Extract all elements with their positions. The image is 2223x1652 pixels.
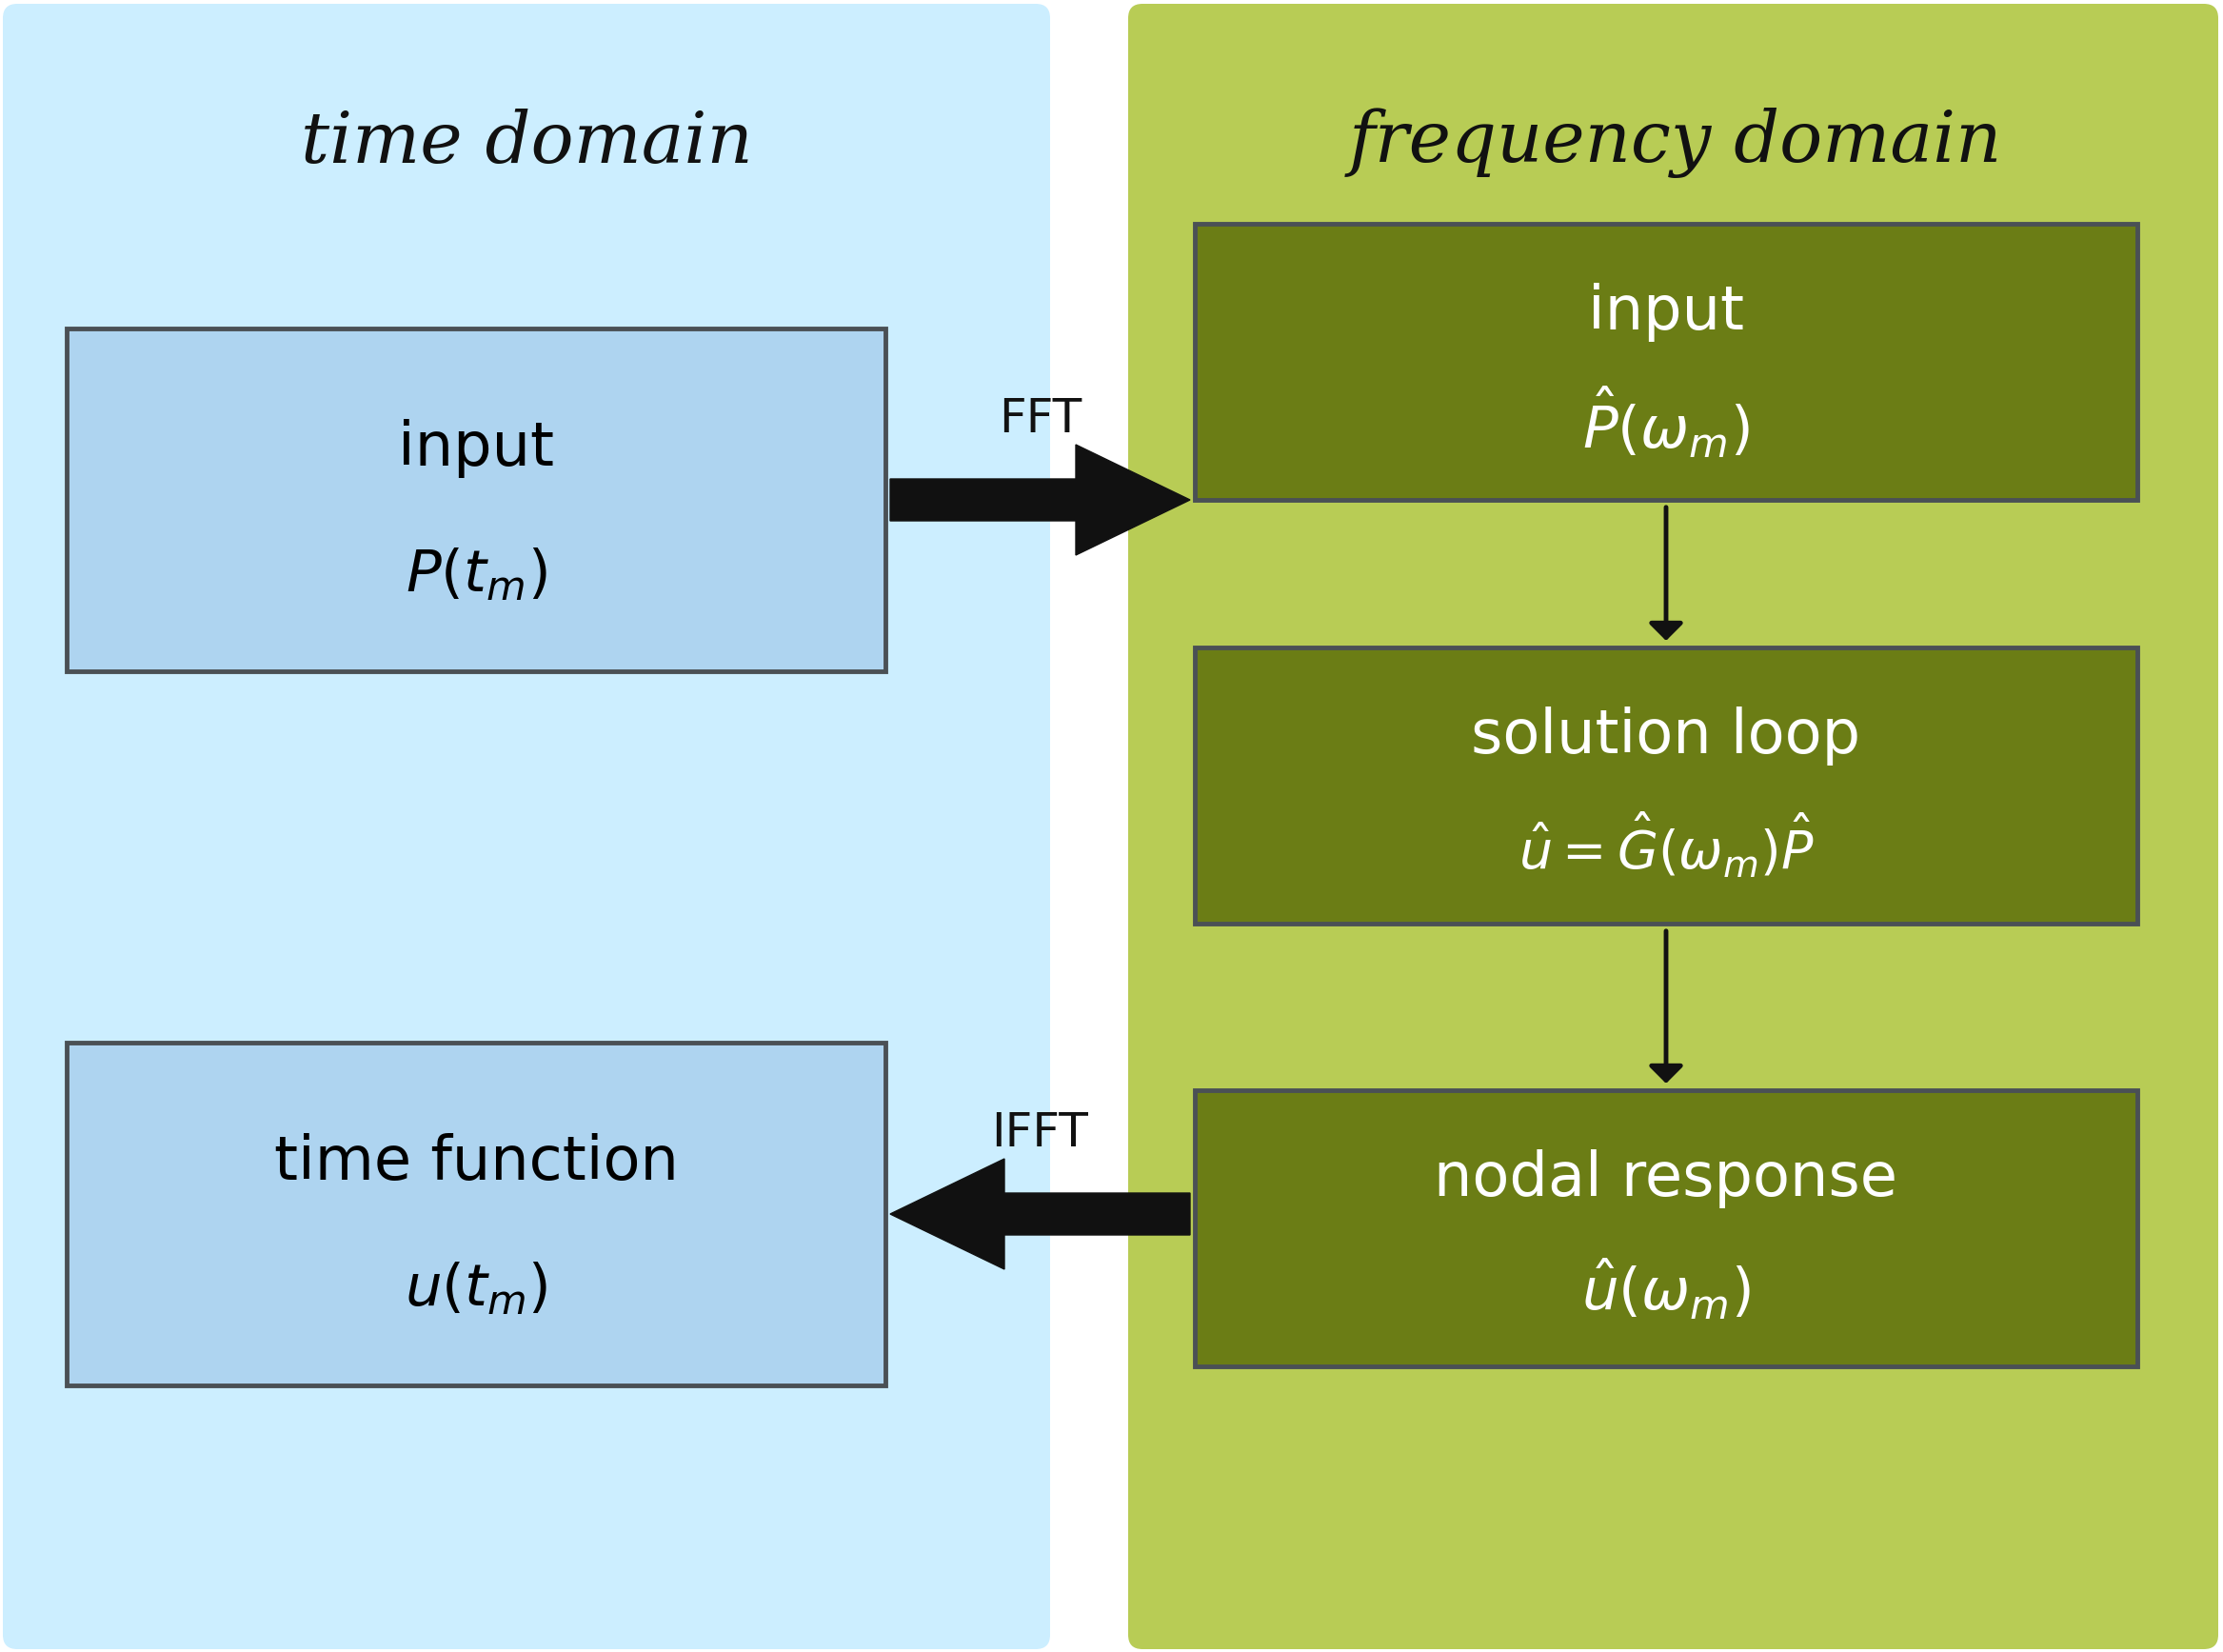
FancyBboxPatch shape — [67, 1042, 885, 1386]
Text: nodal response: nodal response — [1434, 1150, 1898, 1208]
Text: FFT: FFT — [998, 396, 1083, 441]
FancyBboxPatch shape — [2, 3, 1049, 1649]
Text: IFFT: IFFT — [991, 1110, 1089, 1156]
Text: time function: time function — [273, 1133, 678, 1193]
Text: input: input — [1587, 282, 1745, 342]
Text: $u(t_m)$: $u(t_m)$ — [405, 1260, 547, 1318]
FancyBboxPatch shape — [67, 329, 885, 671]
Text: time domain: time domain — [300, 109, 751, 177]
FancyBboxPatch shape — [1194, 1090, 2136, 1366]
FancyBboxPatch shape — [1194, 223, 2136, 501]
Text: input: input — [398, 420, 554, 477]
FancyBboxPatch shape — [1127, 3, 2219, 1649]
Text: $P(t_m)$: $P(t_m)$ — [405, 547, 547, 605]
Polygon shape — [889, 1158, 1189, 1269]
Text: frequency domain: frequency domain — [1349, 107, 2003, 178]
Text: solution loop: solution loop — [1472, 707, 1861, 765]
Text: $\hat{u}=\hat{G}(\omega_m)\hat{P}$: $\hat{u}=\hat{G}(\omega_m)\hat{P}$ — [1518, 811, 1814, 881]
Text: $\hat{u}(\omega_m)$: $\hat{u}(\omega_m)$ — [1581, 1257, 1752, 1322]
FancyBboxPatch shape — [1194, 648, 2136, 923]
Text: $\hat{P}(\omega_m)$: $\hat{P}(\omega_m)$ — [1583, 385, 1750, 461]
Polygon shape — [889, 444, 1189, 555]
